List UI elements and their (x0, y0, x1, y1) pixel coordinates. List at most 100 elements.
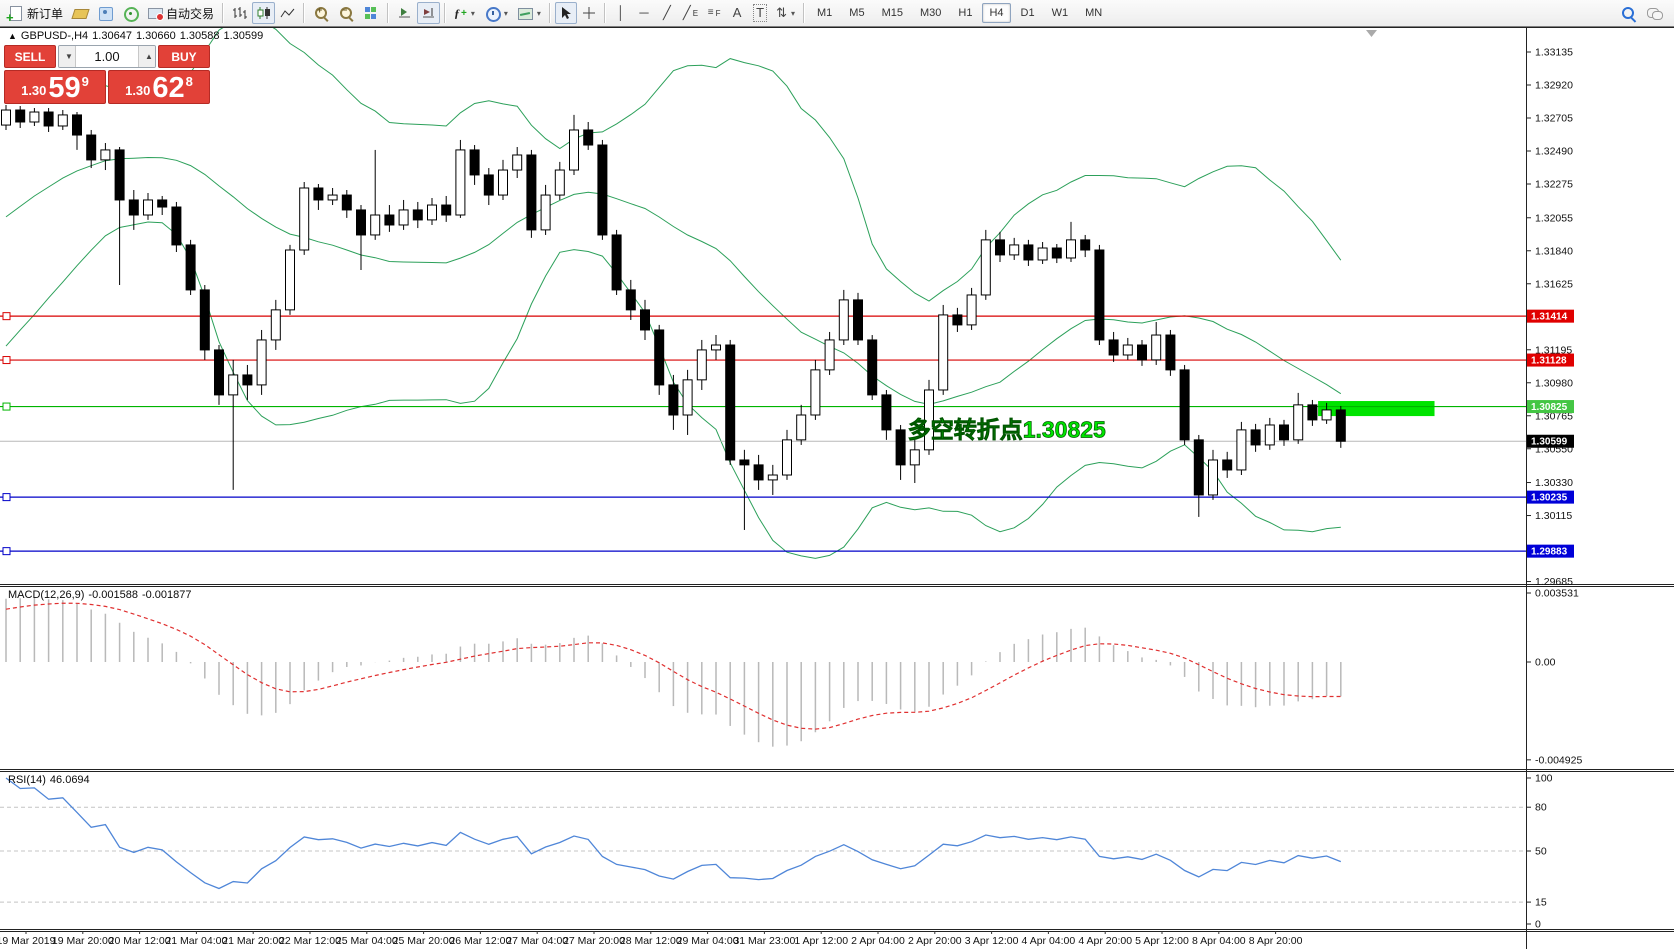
text-label-icon: T (753, 4, 768, 22)
sell-price-display[interactable]: 1.30 59 9 (4, 70, 106, 104)
new-order-button[interactable]: + 新订单 (4, 2, 67, 24)
channel-icon: ╱ (682, 5, 691, 20)
time-axis-label: 28 Mar 12:00 (620, 935, 682, 947)
auto-scroll-icon (399, 8, 411, 18)
fibonacci-button[interactable]: ≡ F (703, 2, 725, 24)
price-tag: 1.30235 (1527, 490, 1574, 504)
trendline-icon: ╱ (663, 5, 671, 20)
chart-shift-button[interactable] (417, 2, 441, 24)
rsi-header: RSI(14) 46.0694 (8, 774, 94, 786)
bar-chart-button[interactable] (228, 2, 251, 24)
auto-scroll-button[interactable] (393, 2, 416, 24)
cursor-button[interactable] (554, 2, 577, 24)
timeframe-button-w1[interactable]: W1 (1045, 3, 1076, 23)
time-axis-label: 8 Apr 20:00 (1249, 935, 1303, 947)
high-value: 1.30660 (135, 30, 176, 42)
time-axis-label: 20 Mar 12:00 (109, 935, 171, 947)
line-handle[interactable] (2, 547, 11, 556)
volume-decrease-button[interactable]: ▼ (59, 46, 76, 67)
zoom-out-icon: − (338, 5, 354, 21)
volume-input[interactable] (76, 46, 138, 67)
low-value: 1.30588 (179, 30, 220, 42)
timeframe-button-d1[interactable]: D1 (1014, 3, 1042, 23)
crosshair-button[interactable] (578, 2, 600, 24)
annotation-text[interactable]: 多空转折点1.30825 (907, 416, 1106, 443)
trendline-button[interactable]: ╱ (656, 2, 678, 24)
line-handle[interactable] (2, 312, 11, 321)
horizontal-line-button[interactable]: ─ (633, 2, 655, 24)
tile-windows-button[interactable] (359, 2, 383, 24)
fibonacci-icon: ≡ (707, 7, 714, 18)
buy-button[interactable]: BUY (158, 45, 210, 68)
time-axis-label: 2 Apr 20:00 (908, 935, 962, 947)
timeframe-button-h1[interactable]: H1 (951, 3, 979, 23)
svg-text:1.30235: 1.30235 (1531, 493, 1568, 504)
signals-button[interactable] (118, 2, 142, 24)
vertical-line-button[interactable]: │ (610, 2, 632, 24)
auto-trading-button[interactable]: 自动交易 (143, 2, 218, 24)
indicators-icon: ƒ (454, 5, 461, 20)
tile-windows-icon (363, 5, 379, 21)
chevron-down-icon: ▾ (791, 8, 796, 18)
search-icon[interactable] (1620, 5, 1636, 21)
text-label-button[interactable]: T (749, 2, 771, 24)
zoom-in-icon: + (313, 5, 329, 21)
candlestick-chart-button[interactable] (252, 2, 276, 24)
text-button[interactable]: A (726, 2, 748, 24)
templates-button[interactable]: ▾ (513, 2, 545, 24)
time-axis-label: 4 Apr 20:00 (1078, 935, 1132, 947)
buy-price-display[interactable]: 1.30 62 8 (108, 70, 210, 104)
indicators-button[interactable]: ƒ + ▾ (450, 2, 479, 24)
line-handle[interactable] (2, 493, 11, 502)
green-rectangle-object[interactable] (1318, 401, 1435, 417)
timeframe-button-mn[interactable]: MN (1078, 3, 1109, 23)
chevron-down-icon: ▾ (536, 8, 541, 18)
timeframe-button-m5[interactable]: M5 (842, 3, 871, 23)
price-axis-label: 1.31840 (1535, 245, 1573, 257)
svg-text:1.31414: 1.31414 (1531, 312, 1568, 323)
timeframe-button-m30[interactable]: M30 (913, 3, 948, 23)
time-axis-label: 25 Mar 04:00 (336, 935, 398, 947)
price-axis-label: 1.31625 (1535, 278, 1573, 290)
timeframe-button-m15[interactable]: M15 (875, 3, 910, 23)
close-value: 1.30599 (223, 30, 264, 42)
line-handle[interactable] (2, 356, 11, 365)
new-order-label: 新订单 (27, 6, 64, 21)
chat-icon[interactable] (1646, 5, 1663, 21)
macd-signal-value: -0.001877 (141, 589, 192, 601)
scroll-end-marker[interactable] (1366, 30, 1377, 37)
macd-name: MACD(12,26,9) (8, 589, 85, 601)
symbol-info: ▲ GBPUSD-,H4 1.30647 1.30660 1.30588 1.30599 (8, 30, 267, 42)
candlestick-icon (257, 7, 271, 19)
timeframe-button-m1[interactable]: M1 (810, 3, 839, 23)
sell-button[interactable]: SELL (4, 45, 56, 68)
zoom-out-button[interactable]: − (334, 2, 358, 24)
line-handle[interactable] (2, 402, 11, 411)
time-axis-label: 21 Mar 04:00 (165, 935, 227, 947)
timeframe-button-h4[interactable]: H4 (982, 3, 1011, 23)
profiles-button[interactable] (93, 2, 117, 24)
rsi-pane (0, 777, 1526, 903)
line-chart-icon (280, 8, 295, 18)
macd-axis-label: 0.00 (1535, 657, 1556, 669)
arrows-button[interactable]: ⇅ ▾ (772, 2, 799, 24)
styler-button[interactable] (68, 2, 92, 24)
time-axis-label: 29 Mar 04:00 (677, 935, 739, 947)
main-chart-pane: 多空转折点1.30825 (0, 28, 1526, 559)
cursor-icon (561, 7, 571, 19)
svg-text:1.30825: 1.30825 (1531, 402, 1568, 413)
new-order-icon: + (6, 5, 24, 24)
zoom-in-button[interactable]: + (309, 2, 333, 24)
eraser-icon (71, 5, 90, 21)
equidistant-channel-button[interactable]: ╱ E (679, 2, 702, 24)
periods-button[interactable]: ▾ (480, 2, 512, 24)
volume-increase-button[interactable]: ▲ (138, 46, 155, 67)
rsi-axis-label: 80 (1535, 802, 1547, 814)
price-axis-label: 1.30765 (1535, 410, 1573, 422)
chevron-down-icon: ▾ (503, 8, 508, 18)
line-chart-button[interactable] (276, 2, 299, 24)
